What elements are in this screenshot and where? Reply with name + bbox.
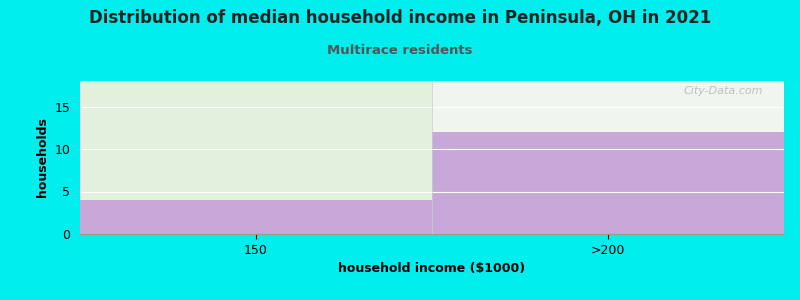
Text: Multirace residents: Multirace residents [327, 44, 473, 56]
Y-axis label: households: households [36, 118, 49, 197]
Bar [432, 132, 784, 234]
X-axis label: household income ($1000): household income ($1000) [338, 262, 526, 275]
Bar [80, 200, 432, 234]
Text: City-Data.com: City-Data.com [683, 85, 763, 96]
Bar [432, 81, 784, 132]
Text: Distribution of median household income in Peninsula, OH in 2021: Distribution of median household income … [89, 9, 711, 27]
Bar [80, 81, 432, 200]
